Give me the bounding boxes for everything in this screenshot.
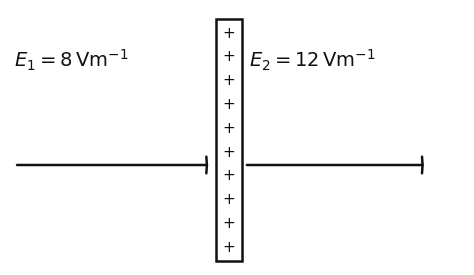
Text: +: + [222, 240, 235, 255]
Text: +: + [222, 26, 235, 40]
Text: +: + [222, 49, 235, 64]
Text: $E_1 = 8\,\mathrm{Vm}^{-1}$: $E_1 = 8\,\mathrm{Vm}^{-1}$ [14, 48, 128, 73]
Text: +: + [222, 97, 235, 112]
Text: +: + [222, 145, 235, 160]
Text: $E_2 = 12\,\mathrm{Vm}^{-1}$: $E_2 = 12\,\mathrm{Vm}^{-1}$ [249, 48, 376, 73]
Text: +: + [222, 192, 235, 207]
Text: +: + [222, 169, 235, 183]
Bar [216, 19, 242, 261]
Text: +: + [222, 216, 235, 231]
Text: +: + [222, 73, 235, 88]
Text: +: + [222, 121, 235, 136]
